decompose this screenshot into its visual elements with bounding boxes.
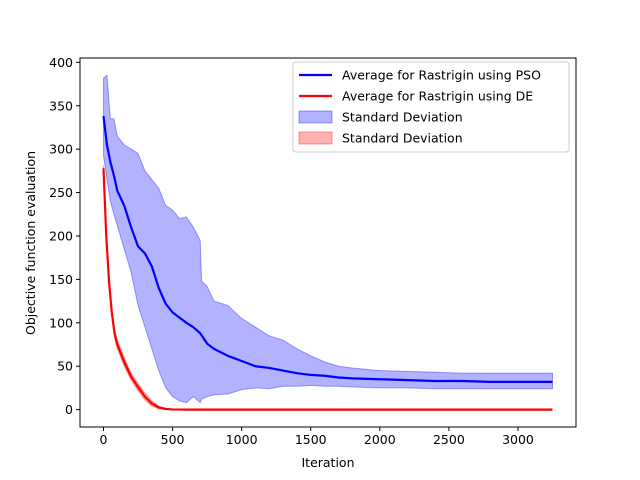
x-tick-label-1: 500 bbox=[161, 432, 185, 447]
series-line-1 bbox=[102, 168, 553, 411]
y-tick-label-2: 100 bbox=[49, 315, 73, 330]
y-tick-label-6: 300 bbox=[49, 142, 73, 157]
legend-swatch-3 bbox=[298, 131, 333, 145]
series-lines bbox=[102, 116, 553, 411]
x-tick-label-3: 1500 bbox=[295, 432, 327, 447]
std-band-0 bbox=[102, 74, 554, 404]
legend-label-1: Average for Rastrigin using DE bbox=[342, 89, 533, 104]
legend-label-0: Average for Rastrigin using PSO bbox=[342, 68, 541, 83]
x-tick-label-6: 3000 bbox=[502, 432, 534, 447]
series-line-0 bbox=[102, 116, 553, 383]
legend-label-3: Standard Deviation bbox=[342, 131, 463, 146]
x-tick-label-2: 1000 bbox=[226, 432, 258, 447]
x-tick-label-4: 2000 bbox=[364, 432, 396, 447]
y-tick-label-8: 400 bbox=[49, 55, 73, 70]
y-axis: 0 50 100 150 200 250 300 350 400 bbox=[49, 55, 80, 417]
y-tick-label-1: 50 bbox=[57, 359, 73, 374]
legend: Average for Rastrigin using PSO Average f… bbox=[292, 61, 570, 153]
legend-label-2: Standard Deviation bbox=[342, 110, 463, 125]
x-tick-label-0: 0 bbox=[100, 432, 108, 447]
legend-frame bbox=[292, 61, 570, 153]
y-tick-label-7: 350 bbox=[49, 98, 73, 113]
y-axis-title: Objective function evaluation bbox=[23, 151, 38, 335]
y-tick-label-0: 0 bbox=[65, 402, 73, 417]
y-tick-label-3: 150 bbox=[49, 272, 73, 287]
x-axis: 0 500 1000 1500 2000 2500 3000 bbox=[100, 427, 534, 447]
x-tick-label-5: 2500 bbox=[433, 432, 465, 447]
x-axis-title: Iteration bbox=[301, 455, 354, 470]
legend-swatch-2 bbox=[298, 110, 333, 124]
y-tick-label-4: 200 bbox=[49, 228, 73, 243]
y-tick-label-5: 250 bbox=[49, 185, 73, 200]
plot-frame bbox=[79, 57, 577, 428]
